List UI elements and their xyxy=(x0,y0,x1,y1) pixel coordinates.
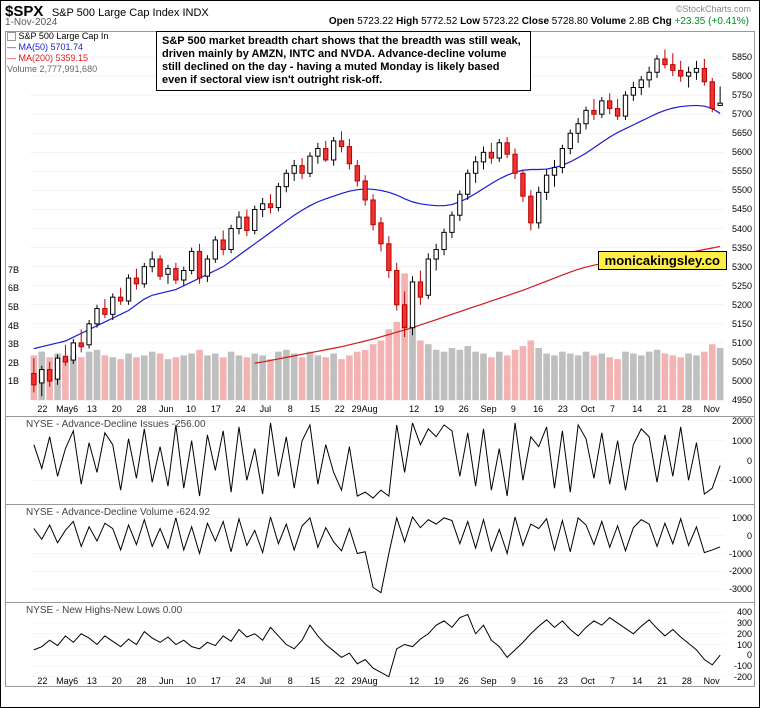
new-highs-lows-chart: NYSE - New Highs-New Lows 0.00 -200-1000… xyxy=(5,603,755,687)
credit-text: ©StockCharts.com xyxy=(676,4,751,14)
advance-decline-volume-chart: NYSE - Advance-Decline Volume -624.92 -3… xyxy=(5,505,755,603)
ohlc-bar: Open 5723.22 High 5772.52 Low 5723.22 Cl… xyxy=(329,16,749,27)
annotation-box: S&P 500 market breadth chart shows that … xyxy=(156,31,531,91)
index-title: S&P 500 Large Cap Index INDX xyxy=(52,7,209,19)
watermark: monicakingsley.co xyxy=(598,251,727,270)
sub2-label: NYSE - Advance-Decline Volume -624.92 xyxy=(26,507,210,518)
sub3-label: NYSE - New Highs-New Lows 0.00 xyxy=(26,605,182,616)
advance-decline-issues-chart: NYSE - Advance-Decline Issues -256.00 -1… xyxy=(5,417,755,505)
chart-date: 1-Nov-2024 xyxy=(5,17,57,28)
chart-container: $SPX S&P 500 Large Cap Index INDX ©Stock… xyxy=(0,0,760,708)
sub1-label: NYSE - Advance-Decline Issues -256.00 xyxy=(26,419,206,430)
